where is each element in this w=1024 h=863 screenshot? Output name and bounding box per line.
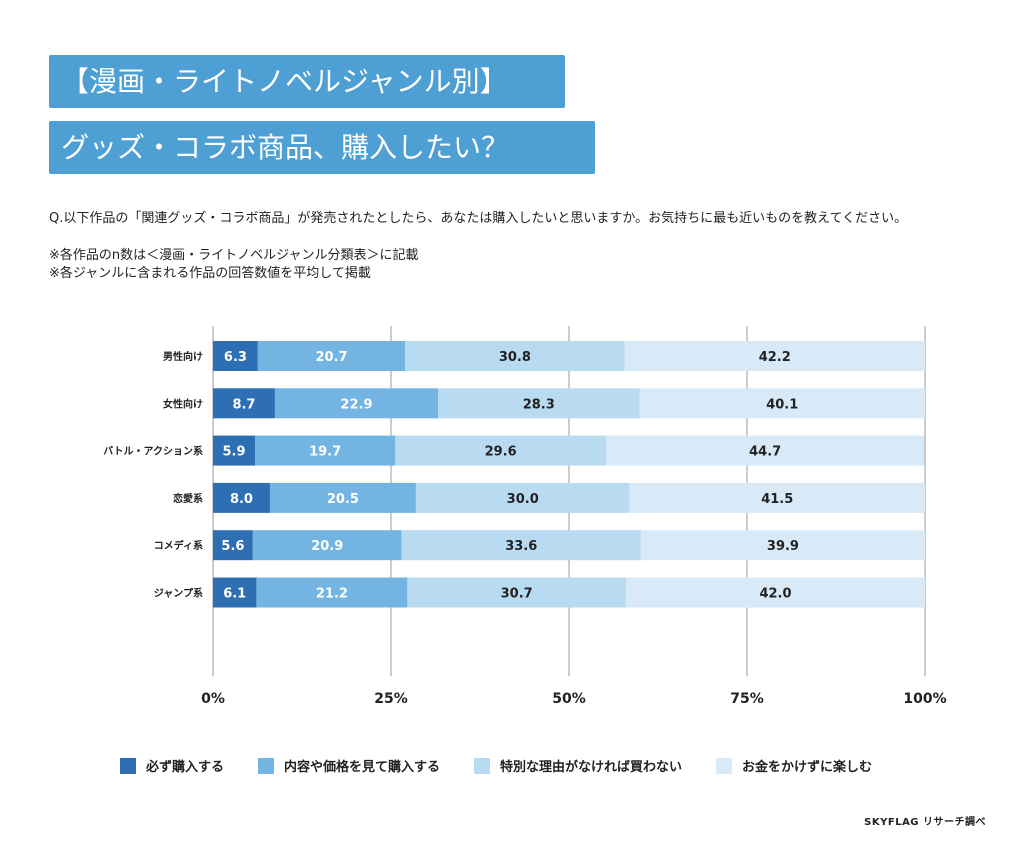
legend-swatch xyxy=(120,757,136,774)
data-label: 22.9 xyxy=(340,397,372,412)
legend-swatch xyxy=(716,757,733,774)
bar-segment xyxy=(624,341,925,371)
category-label: コメディ系 xyxy=(154,539,203,552)
data-label: 8.0 xyxy=(230,492,253,507)
source-credit: SKYFLAG リサーチ調べ xyxy=(864,817,986,828)
data-label: 30.0 xyxy=(507,492,539,507)
data-label: 30.8 xyxy=(499,350,531,365)
legend-swatch xyxy=(474,757,491,774)
title-banner-line1: 【漫画・ライトノベルジャンル別】 xyxy=(49,55,565,108)
data-label: 19.7 xyxy=(309,445,341,460)
bar-segment xyxy=(401,530,641,561)
survey-question: Q.以下作品の「関連グッズ・コラボ商品」が発売されたとしたら、あなたは購入したい… xyxy=(49,211,908,226)
bar-segment xyxy=(640,530,925,561)
bar-segment xyxy=(255,435,396,466)
x-tick-label: 50% xyxy=(552,691,586,707)
data-label: 29.6 xyxy=(485,445,517,460)
data-label: 20.7 xyxy=(316,350,348,365)
footnote-1: ※各作品のn数は＜漫画・ライトノベルジャンル分類表＞に記載 xyxy=(49,248,419,263)
chart-legend: 必ず購入する 内容や価格を見て購入する 特別な理由がなければ買わない お金をかけ… xyxy=(120,756,906,775)
bar-segment xyxy=(213,341,258,371)
bar-segment xyxy=(213,482,270,513)
legend-label: お金をかけずに楽しむ xyxy=(742,760,873,775)
legend-swatch xyxy=(258,757,275,774)
legend-label: 特別な理由がなければ買わない xyxy=(500,760,683,775)
bar-segment xyxy=(252,530,402,561)
data-label: 6.1 xyxy=(223,587,246,602)
data-label: 8.7 xyxy=(232,397,255,412)
bar-segment xyxy=(213,530,253,561)
legend-label: 内容や価格を見て購入する xyxy=(284,760,441,775)
data-label: 42.0 xyxy=(759,587,791,602)
bar-segment xyxy=(415,482,630,513)
bar-segment xyxy=(213,435,256,466)
data-label: 39.9 xyxy=(767,539,799,554)
bar-segment xyxy=(274,388,438,419)
bar-segment xyxy=(405,341,625,371)
title-banner-line2: グッズ・コラボ商品、購入したい？ xyxy=(49,121,595,174)
data-label: 5.6 xyxy=(221,539,244,554)
data-label: 5.9 xyxy=(222,445,245,460)
bar-segment xyxy=(625,577,925,608)
title-line1: 【漫画・ライトノベルジャンル別】 xyxy=(61,64,508,98)
data-label: 20.9 xyxy=(311,539,343,554)
category-label: ジャンプ系 xyxy=(154,587,203,600)
data-label: 30.7 xyxy=(501,587,533,602)
x-tick-label: 75% xyxy=(730,691,764,707)
data-label: 21.2 xyxy=(316,587,348,602)
data-label: 41.5 xyxy=(761,492,793,507)
x-tick-label: 0% xyxy=(201,691,225,707)
bar-segment xyxy=(437,388,640,419)
bar-segment xyxy=(257,341,406,371)
legend-item: 必ず購入する xyxy=(120,756,224,775)
category-label: 恋愛系 xyxy=(173,492,203,505)
data-label: 42.2 xyxy=(759,350,791,365)
bar-segment xyxy=(256,577,408,608)
data-label: 44.7 xyxy=(749,445,781,460)
legend-label: 必ず購入する xyxy=(146,760,225,775)
bar-segment xyxy=(606,435,925,466)
footnote-2: ※各ジャンルに含まれる作品の回答数値を平均して掲載 xyxy=(49,266,371,281)
legend-item: 特別な理由がなければ買わない xyxy=(474,756,682,775)
category-label: 男性向け xyxy=(163,350,203,363)
x-tick-label: 25% xyxy=(374,691,408,707)
bar-segment xyxy=(213,388,275,419)
legend-item: 内容や価格を見て購入する xyxy=(258,756,440,775)
bar-segment xyxy=(639,388,925,419)
category-label: バトル・アクション系 xyxy=(103,445,203,458)
category-label: 女性向け xyxy=(163,397,203,410)
bar-segment xyxy=(395,435,607,466)
data-label: 6.3 xyxy=(224,350,247,365)
bar-segment xyxy=(213,577,257,608)
stacked-bar-chart: 0% 25% 50% 75% 100% 男性向け 6.3 20.7 30.8 42.2 女性向け 8.… xyxy=(103,326,947,707)
bar-segment xyxy=(407,577,626,608)
bar-segment xyxy=(269,482,416,513)
data-label: 40.1 xyxy=(766,397,798,412)
data-label: 33.6 xyxy=(505,539,537,554)
data-label: 28.3 xyxy=(523,397,555,412)
bar-segment xyxy=(629,482,925,513)
legend-item: お金をかけずに楽しむ xyxy=(716,756,872,775)
title-line2: グッズ・コラボ商品、購入したい？ xyxy=(61,130,510,164)
x-tick-label: 100% xyxy=(903,691,946,707)
data-label: 20.5 xyxy=(327,492,359,507)
